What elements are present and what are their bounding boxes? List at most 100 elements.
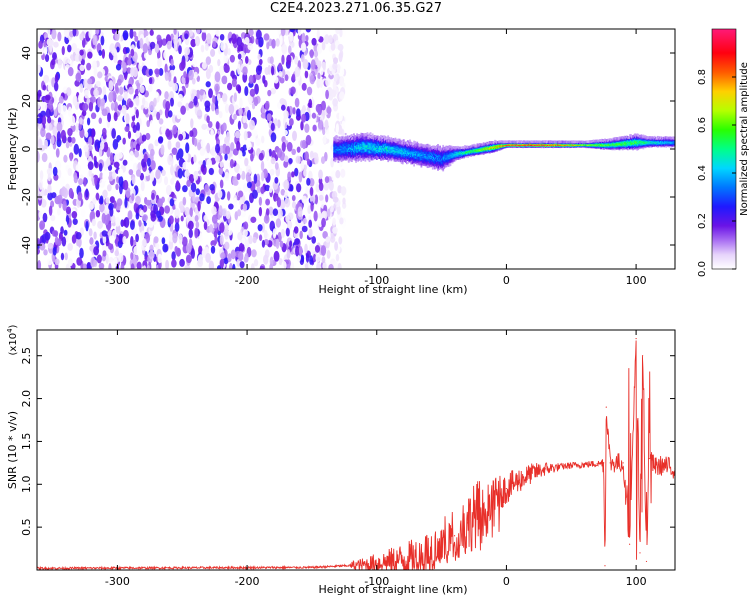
noise-speckle <box>258 206 263 217</box>
noise-speckle <box>115 224 121 235</box>
noise-speckle <box>268 206 274 216</box>
noise-speckle <box>288 118 294 126</box>
noise-speckle <box>194 227 199 239</box>
noise-speckle <box>227 48 231 56</box>
noise-speckle <box>124 197 128 209</box>
noise-speckle <box>237 251 244 262</box>
noise-speckle <box>193 95 198 106</box>
noise-speckle <box>135 169 142 177</box>
noise-speckle <box>226 191 231 201</box>
noise-speckle <box>46 116 52 124</box>
noise-speckle <box>160 144 165 156</box>
noise-speckle <box>205 56 212 65</box>
noise-speckle <box>251 249 257 258</box>
noise-speckle <box>338 110 343 122</box>
noise-speckle <box>303 169 307 177</box>
noise-speckle <box>211 102 216 112</box>
noise-speckle <box>214 154 221 163</box>
noise-speckle <box>260 135 265 144</box>
noise-speckle <box>318 169 323 180</box>
noise-speckle <box>56 121 63 132</box>
noise-speckle <box>118 233 123 245</box>
noise-speckle <box>272 228 277 239</box>
noise-speckle <box>48 205 53 216</box>
noise-speckle <box>250 152 254 162</box>
noise-speckle <box>172 82 178 92</box>
noise-speckle <box>161 237 166 245</box>
noise-speckle <box>136 122 140 132</box>
noise-speckle <box>148 77 153 85</box>
noise-speckle <box>263 254 269 265</box>
noise-speckle <box>128 100 134 108</box>
noise-speckle <box>185 142 190 154</box>
noise-speckle <box>149 100 155 112</box>
noise-speckle <box>187 220 194 230</box>
noise-speckle <box>67 136 72 143</box>
noise-speckle <box>40 127 46 138</box>
noise-speckle <box>301 225 308 233</box>
noise-speckle <box>47 184 52 194</box>
signal-cell <box>336 135 339 138</box>
noise-speckle <box>311 37 317 46</box>
noise-speckle <box>67 66 74 77</box>
noise-speckle <box>324 119 329 130</box>
noise-speckle <box>227 253 232 263</box>
noise-speckle <box>223 48 228 56</box>
noise-speckle <box>309 150 314 158</box>
noise-speckle <box>56 131 61 142</box>
noise-speckle <box>209 183 215 191</box>
noise-speckle <box>309 49 314 59</box>
noise-speckle <box>237 232 243 241</box>
spectrogram-plot-area <box>37 29 675 269</box>
noise-speckle <box>265 150 270 162</box>
noise-speckle <box>301 195 308 204</box>
noise-speckle <box>300 160 305 172</box>
noise-speckle <box>333 74 338 82</box>
noise-speckle <box>194 214 199 222</box>
noise-speckle <box>256 186 261 194</box>
noise-speckle <box>177 194 183 202</box>
noise-speckle <box>135 109 139 119</box>
noise-speckle <box>156 210 161 219</box>
noise-speckle <box>99 202 105 213</box>
noise-speckle <box>261 239 266 248</box>
noise-speckle <box>191 59 198 68</box>
noise-speckle <box>69 152 73 162</box>
noise-speckle <box>95 192 100 201</box>
noise-speckle <box>179 62 185 71</box>
noise-speckle <box>325 194 329 203</box>
noise-speckle <box>142 43 149 54</box>
noise-speckle <box>182 185 188 193</box>
noise-speckle <box>145 132 151 141</box>
noise-speckle <box>96 254 102 264</box>
noise-speckle <box>312 91 318 101</box>
noise-speckle <box>294 55 299 65</box>
noise-speckle <box>247 42 254 51</box>
noise-speckle <box>289 35 294 42</box>
noise-speckle <box>273 250 280 262</box>
noise-speckle <box>150 148 155 157</box>
noise-speckle <box>108 263 112 269</box>
noise-speckle <box>253 259 259 267</box>
noise-speckle <box>86 117 91 126</box>
noise-speckle <box>75 122 79 133</box>
noise-speckle <box>43 40 47 48</box>
noise-speckle <box>133 83 137 92</box>
noise-speckle <box>219 222 225 234</box>
noise-speckle <box>296 146 301 153</box>
noise-speckle <box>211 214 218 224</box>
noise-speckle <box>254 155 258 162</box>
noise-speckle <box>265 100 270 111</box>
noise-speckle <box>261 171 265 182</box>
noise-speckle <box>71 136 76 144</box>
noise-speckle <box>255 137 261 147</box>
noise-speckle <box>122 61 127 73</box>
noise-speckle <box>142 30 149 37</box>
noise-speckle <box>122 235 127 245</box>
noise-speckle <box>318 194 324 201</box>
noise-speckle <box>75 245 80 256</box>
noise-speckle <box>275 238 280 249</box>
noise-speckle <box>236 173 241 181</box>
noise-speckle <box>189 130 194 138</box>
noise-speckle <box>225 131 231 142</box>
